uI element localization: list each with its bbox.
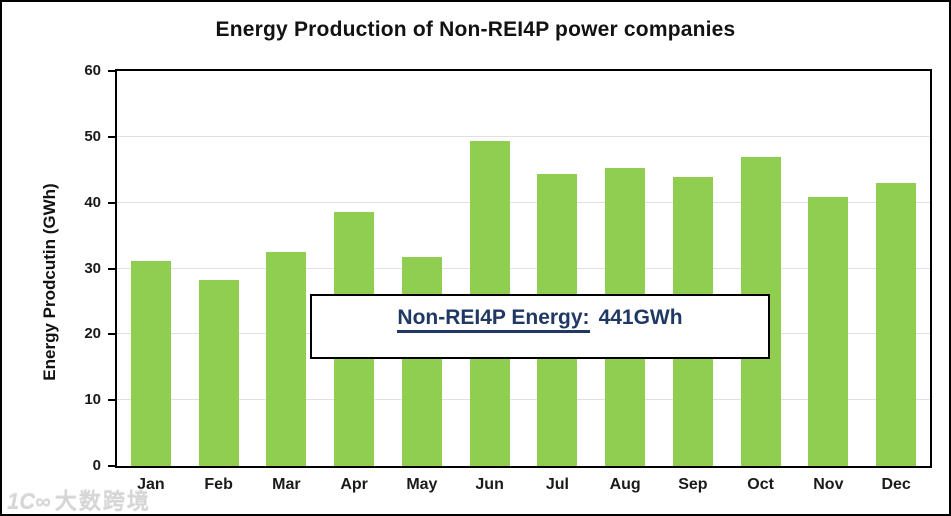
bar-may: [401, 257, 442, 466]
annotation-box: Non-REI4P Energy: 441GWh: [310, 294, 770, 359]
x-tick-label-may: May: [406, 476, 438, 493]
annotation-text: Non-REI4P Energy: 441GWh: [312, 306, 768, 333]
gridline: [117, 267, 930, 269]
watermark-logo-icon: 1C∞: [7, 489, 51, 514]
y-tick-mark: [108, 135, 115, 138]
x-tick-label-dec: Dec: [881, 476, 911, 493]
x-tick-label-nov: Nov: [813, 476, 844, 493]
y-tick-label: 30: [84, 259, 101, 277]
y-tick-label: 10: [84, 391, 101, 409]
y-tick-label: 20: [84, 325, 101, 343]
y-tick-label: 40: [84, 193, 101, 211]
bar-nov: [808, 196, 849, 466]
gridline: [117, 201, 930, 203]
bar-jan: [130, 261, 171, 466]
gridline: [117, 399, 930, 401]
x-tick-label-jan: Jan: [137, 476, 165, 493]
bar-dec: [876, 182, 917, 466]
x-tick-label-aug: Aug: [609, 476, 641, 493]
x-tick-label-jul: Jul: [545, 476, 569, 493]
x-tick-label-oct: Oct: [747, 476, 774, 493]
x-tick-label-jun: Jun: [475, 476, 504, 493]
watermark-text: 大数跨境: [54, 489, 151, 514]
annotation-value: 441GWh: [598, 306, 683, 329]
y-tick-mark: [108, 267, 115, 270]
watermark: 1C∞ 大数跨境: [7, 484, 151, 514]
y-tick-mark: [108, 399, 115, 402]
y-tick-mark: [108, 201, 115, 204]
bar-mar: [266, 252, 307, 466]
y-tick-mark: [108, 465, 115, 467]
y-axis-title: Energy Prodcutin (GWh): [40, 183, 59, 381]
y-tick-label: 50: [84, 127, 101, 145]
gridline: [117, 135, 930, 137]
y-tick-label: 60: [84, 62, 101, 79]
y-tick-mark: [108, 70, 115, 72]
annotation-label: Non-REI4P Energy:: [397, 306, 590, 333]
x-tick-label-sep: Sep: [678, 476, 708, 493]
x-tick-label-apr: Apr: [340, 476, 368, 493]
bar-feb: [198, 279, 239, 466]
x-tick-label-mar: Mar: [272, 476, 301, 493]
y-tick-label: 0: [92, 457, 101, 474]
plot-area: [115, 69, 932, 468]
y-tick-mark: [108, 333, 115, 336]
x-tick-label-feb: Feb: [204, 476, 233, 493]
chart-title: Energy Production of Non-REI4P power com…: [215, 18, 736, 41]
